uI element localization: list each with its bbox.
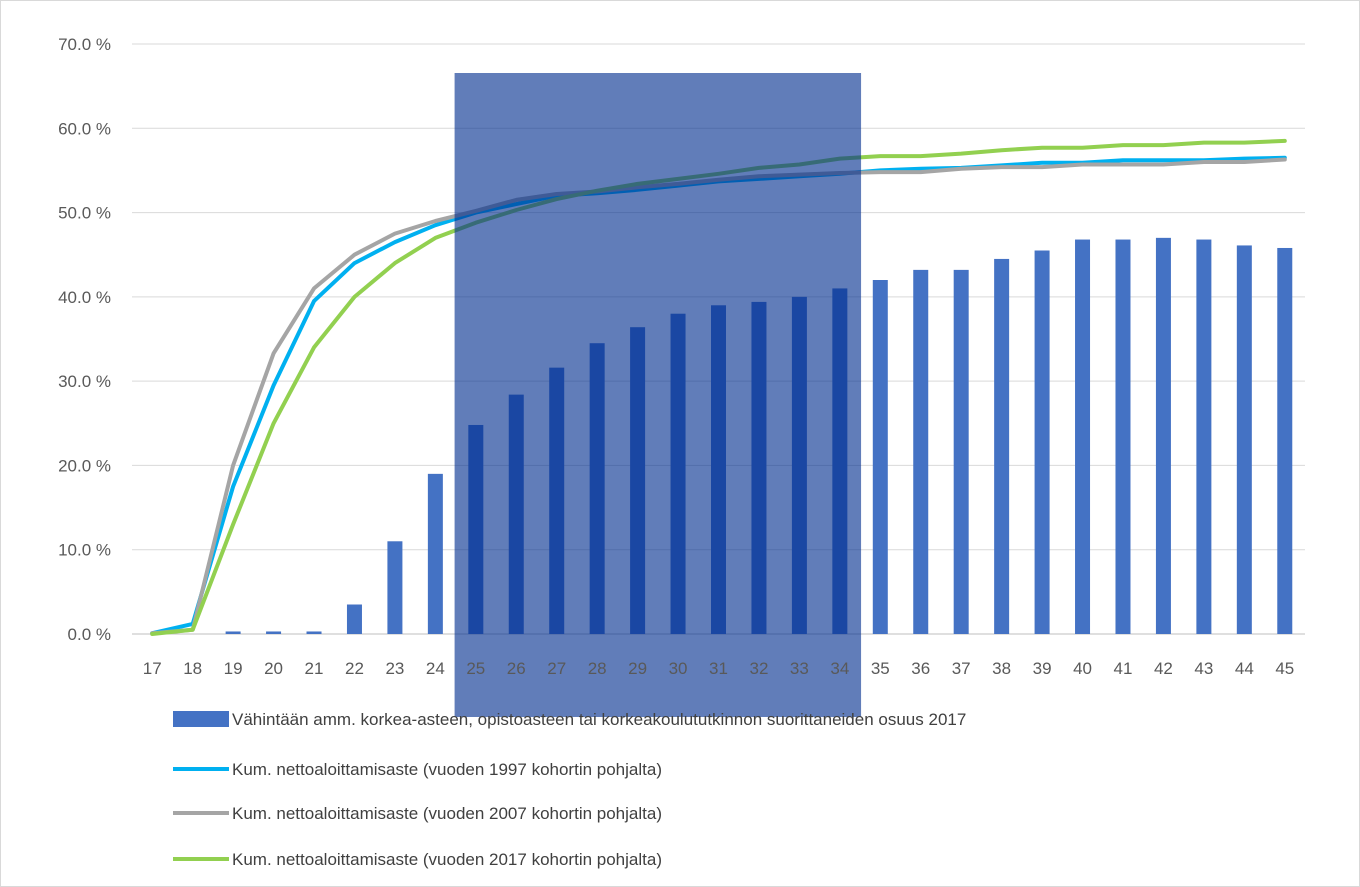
legend-label: Kum. nettoaloittamisaste (vuoden 2007 ko… [232, 804, 662, 823]
legend-label: Kum. nettoaloittamisaste (vuoden 1997 ko… [232, 760, 662, 779]
x-tick-label: 18 [183, 659, 202, 678]
y-tick-label: 20.0 % [58, 456, 111, 475]
bar [872, 280, 888, 634]
y-tick-label: 50.0 % [58, 204, 111, 223]
x-tick-label: 40 [1073, 659, 1092, 678]
y-tick-label: 60.0 % [58, 119, 111, 138]
x-tick-label: 39 [1033, 659, 1052, 678]
y-tick-label: 0.0 % [68, 625, 111, 644]
x-tick-label: 30 [669, 659, 688, 678]
x-tick-label: 24 [426, 659, 445, 678]
bar [1196, 239, 1212, 635]
bar [1155, 237, 1171, 634]
x-tick-label: 27 [547, 659, 566, 678]
x-tick-label: 36 [911, 659, 930, 678]
x-tick-label: 21 [305, 659, 324, 678]
x-tick-label: 43 [1194, 659, 1213, 678]
bar [1236, 245, 1252, 634]
legend-label: Kum. nettoaloittamisaste (vuoden 2017 ko… [232, 850, 662, 869]
bar [266, 631, 282, 634]
x-tick-label: 35 [871, 659, 890, 678]
x-tick-label: 32 [749, 659, 768, 678]
bar [1115, 239, 1131, 635]
legend-swatch [173, 711, 229, 727]
y-axis-tick-labels: 0.0 % 10.0 % 20.0 % 30.0 % 40.0 % 50.0 % 60.0 … [58, 35, 111, 644]
bar [427, 473, 443, 634]
bar [953, 269, 969, 634]
x-tick-label: 33 [790, 659, 809, 678]
bar [306, 631, 322, 634]
x-tick-label: 31 [709, 659, 728, 678]
x-tick-label: 41 [1114, 659, 1133, 678]
x-tick-label: 26 [507, 659, 526, 678]
x-tick-label: 42 [1154, 659, 1173, 678]
x-tick-label: 44 [1235, 659, 1254, 678]
x-tick-label: 25 [466, 659, 485, 678]
highlight-overlay [454, 73, 862, 717]
bar [1075, 239, 1091, 635]
x-tick-label: 29 [628, 659, 647, 678]
y-tick-label: 40.0 % [58, 288, 111, 307]
x-tick-label: 19 [224, 659, 243, 678]
x-tick-label: 17 [143, 659, 162, 678]
bar [225, 631, 241, 634]
y-tick-label: 70.0 % [58, 35, 111, 54]
x-tick-label: 23 [385, 659, 404, 678]
bar [994, 258, 1010, 634]
bar [913, 269, 929, 634]
x-tick-label: 45 [1275, 659, 1294, 678]
x-tick-label: 38 [992, 659, 1011, 678]
bar [346, 604, 362, 634]
legend: Vähintään amm. korkea-asteen, opistoaste… [173, 710, 966, 869]
x-tick-label: 22 [345, 659, 364, 678]
x-axis-tick-labels: 17 18 19 20 21 22 23 24 25 26 27 28 29 30 31 32 33 34 35 36… [143, 659, 1294, 678]
x-tick-label: 20 [264, 659, 283, 678]
bar [1034, 250, 1050, 634]
legend-label: Vähintään amm. korkea-asteen, opistoaste… [232, 710, 966, 729]
x-tick-label: 37 [952, 659, 971, 678]
bar [1277, 247, 1293, 634]
bar [387, 541, 403, 634]
y-tick-label: 10.0 % [58, 541, 111, 560]
x-tick-label: 34 [830, 659, 849, 678]
y-tick-label: 30.0 % [58, 372, 111, 391]
x-tick-label: 28 [588, 659, 607, 678]
